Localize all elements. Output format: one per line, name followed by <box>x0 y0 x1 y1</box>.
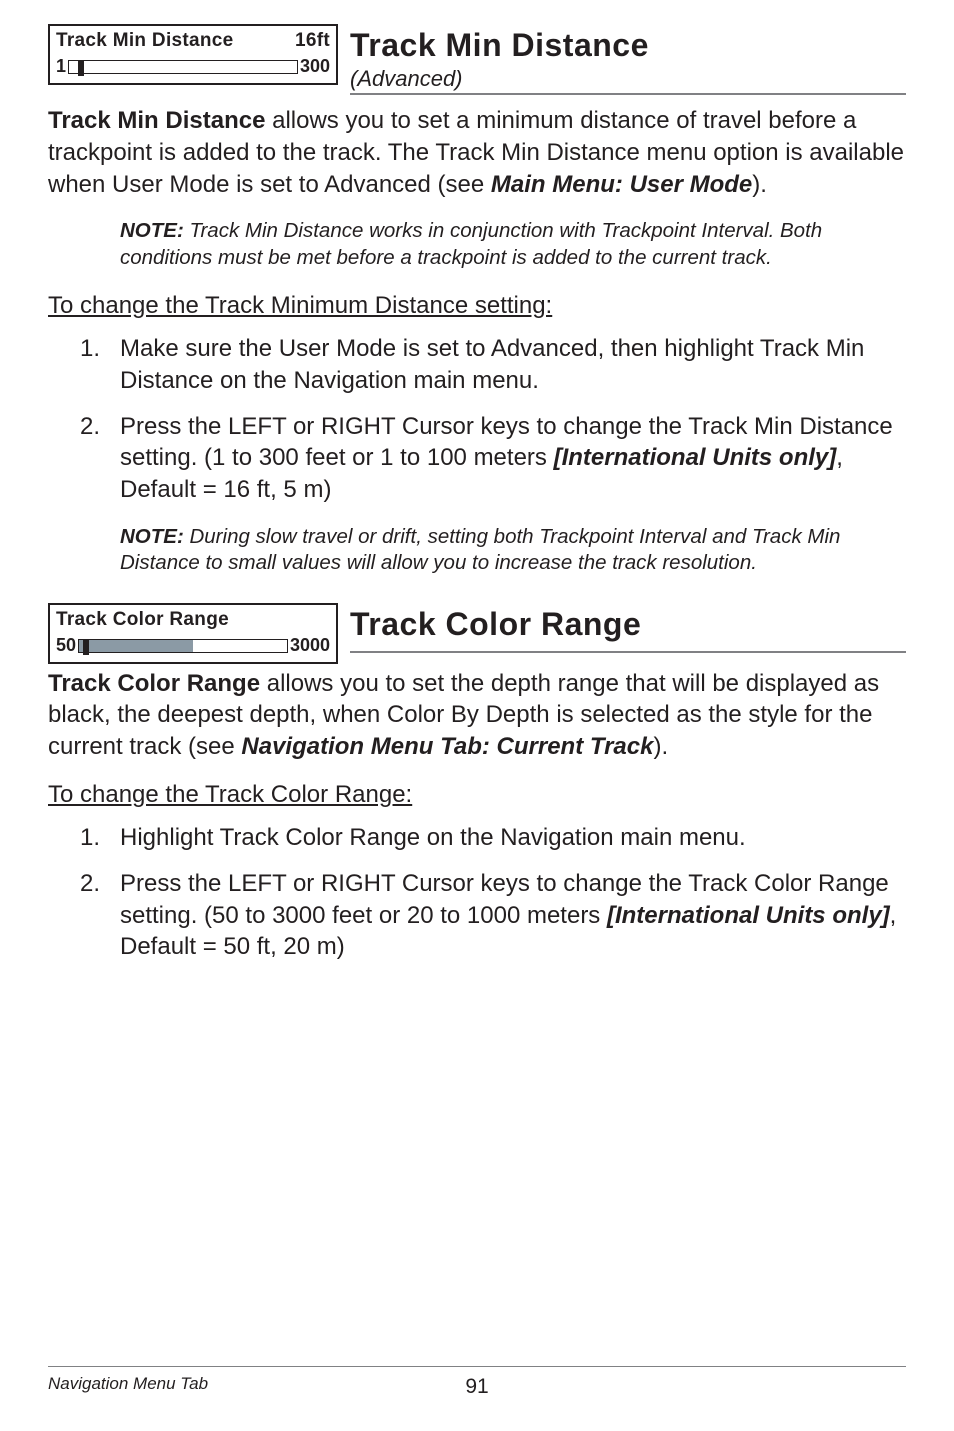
slider-max: 3000 <box>290 634 330 658</box>
track-color-range-widget: Track Color Range 50 3000 <box>48 603 338 664</box>
note-2: NOTE: During slow travel or drift, setti… <box>120 524 858 577</box>
step-text: Press the LEFT or RIGHT Cursor keys to c… <box>120 411 902 506</box>
slider-thumb[interactable] <box>83 639 89 655</box>
step-num: 1. <box>80 333 102 396</box>
widget-label: Track Color Range <box>56 607 229 632</box>
page-footer: Navigation Menu Tab 91 <box>48 1366 906 1395</box>
title-block: Track Color Range <box>350 603 906 653</box>
note-label: NOTE: <box>120 219 184 242</box>
footer-section-label: Navigation Menu Tab <box>48 1373 208 1395</box>
step-text: Highlight Track Color Range on the Navig… <box>120 822 746 854</box>
slider-track[interactable] <box>78 639 288 653</box>
track-min-distance-widget: Track Min Distance 16ft 1 300 <box>48 24 338 85</box>
slider-track[interactable] <box>68 60 298 74</box>
lead-paragraph: Track Min Distance allows you to set a m… <box>48 105 906 200</box>
step-num: 2. <box>80 411 102 506</box>
step-num: 2. <box>80 868 102 963</box>
slider-fill <box>79 640 193 652</box>
footer-divider <box>48 1366 906 1367</box>
lead-bold: Track Color Range <box>48 670 260 697</box>
page-number: 91 <box>465 1373 488 1401</box>
section-title: Track Min Distance <box>350 24 906 66</box>
slider-min: 1 <box>56 55 66 79</box>
step-num: 1. <box>80 822 102 854</box>
list-item: 2. Press the LEFT or RIGHT Cursor keys t… <box>80 868 902 963</box>
note-text: During slow travel or drift, setting bot… <box>120 525 840 575</box>
lead-ref: Main Menu: User Mode <box>491 171 752 198</box>
slider-min: 50 <box>56 634 76 658</box>
divider <box>350 651 906 653</box>
note-label: NOTE: <box>120 525 184 548</box>
lead-ref: Navigation Menu Tab: Current Track <box>241 733 653 760</box>
lead-text2: ). <box>752 171 767 198</box>
track-color-range-header: Track Color Range 50 3000 Track Color Ra… <box>48 603 906 664</box>
slider-thumb[interactable] <box>78 60 84 76</box>
steps-list-1: 1. Make sure the User Mode is set to Adv… <box>80 333 902 505</box>
steps-heading-1: To change the Track Minimum Distance set… <box>48 290 906 322</box>
title-block: Track Min Distance (Advanced) <box>350 24 906 95</box>
slider-max: 300 <box>300 55 330 79</box>
section-title: Track Color Range <box>350 603 906 645</box>
lead-paragraph-2: Track Color Range allows you to set the … <box>48 668 906 763</box>
step-text: Make sure the User Mode is set to Advanc… <box>120 333 902 396</box>
divider <box>350 93 906 95</box>
section-subtitle: (Advanced) <box>350 64 906 93</box>
widget-value: 16ft <box>295 28 330 53</box>
list-item: 1. Highlight Track Color Range on the Na… <box>80 822 902 854</box>
steps-heading-2: To change the Track Color Range: <box>48 779 906 811</box>
widget-label: Track Min Distance <box>56 28 234 53</box>
step-text: Press the LEFT or RIGHT Cursor keys to c… <box>120 868 902 963</box>
steps-list-2: 1. Highlight Track Color Range on the Na… <box>80 822 902 963</box>
note-text: Track Min Distance works in conjunction … <box>120 219 822 269</box>
list-item: 2. Press the LEFT or RIGHT Cursor keys t… <box>80 411 902 506</box>
note-1: NOTE: Track Min Distance works in conjun… <box>120 218 858 271</box>
list-item: 1. Make sure the User Mode is set to Adv… <box>80 333 902 396</box>
lead-bold: Track Min Distance <box>48 107 265 134</box>
track-min-distance-header: Track Min Distance 16ft 1 300 Track Min … <box>48 24 906 95</box>
lead-text2: ). <box>653 733 668 760</box>
